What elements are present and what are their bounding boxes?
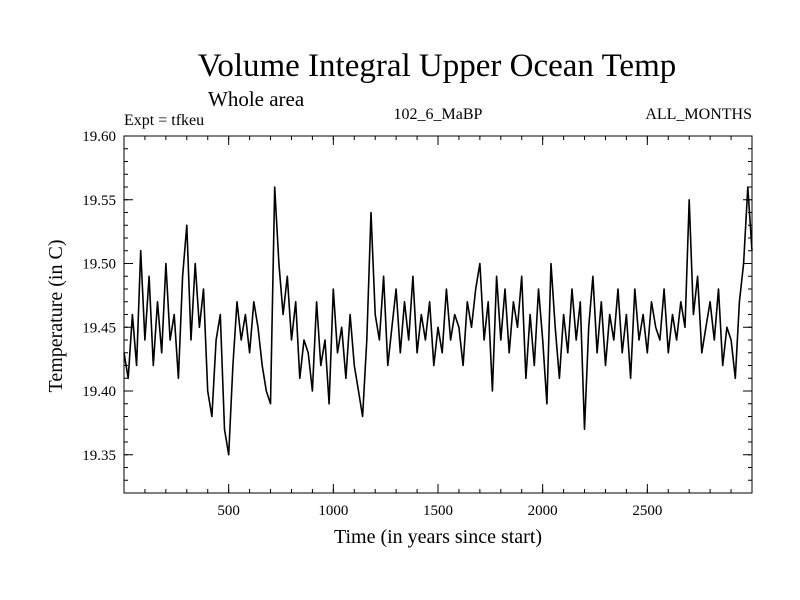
y-tick-label: 19.60 xyxy=(82,129,116,145)
experiment-label: Expt = tfkeu xyxy=(124,112,204,129)
x-tick-label: 2000 xyxy=(528,503,558,519)
months-label: ALL_MONTHS xyxy=(645,106,752,123)
x-tick-label: 1500 xyxy=(423,503,453,519)
y-tick-label: 19.35 xyxy=(82,448,116,464)
run-label: 102_6_MaBP xyxy=(394,106,483,123)
x-tick-label: 2500 xyxy=(632,503,662,519)
y-tick-label: 19.50 xyxy=(82,257,116,273)
x-tick-label: 1000 xyxy=(318,503,348,519)
y-tick-label: 19.45 xyxy=(82,320,116,336)
y-axis-label: Temperature (in C) xyxy=(45,240,67,393)
chart-title: Volume Integral Upper Ocean Temp xyxy=(198,48,676,84)
x-tick-label: 500 xyxy=(217,503,240,519)
chart-subtitle: Whole area xyxy=(208,87,305,111)
temperature-series-line xyxy=(123,186,753,456)
y-tick-label: 19.40 xyxy=(82,384,116,400)
y-tick-label: 19.55 xyxy=(82,193,116,209)
x-axis-label: Time (in years since start) xyxy=(334,526,542,548)
plot-frame xyxy=(123,135,753,494)
plot-area: 500 1000 1500 2000 2500 19.35 19.40 19.45 19.50 1… xyxy=(82,129,753,519)
